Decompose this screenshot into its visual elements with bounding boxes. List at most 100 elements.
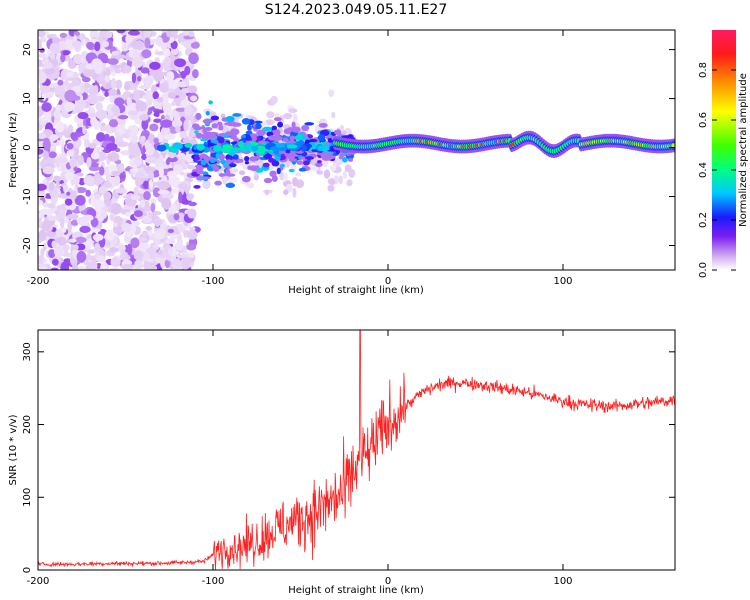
heatmap-cell [140, 135, 146, 142]
heatmap-cell [105, 199, 112, 207]
heatmap-cell [211, 123, 219, 129]
heatmap-cell [160, 93, 169, 105]
heatmap-cell [186, 243, 197, 251]
y-tick-label: 100 [22, 488, 33, 507]
heatmap-cell [202, 118, 213, 124]
heatmap-cell [59, 137, 65, 147]
heatmap-cell [55, 204, 67, 212]
heatmap-cell [38, 30, 46, 38]
heatmap-cell [167, 92, 177, 99]
heatmap-cell [256, 129, 266, 136]
heatmap-cell [109, 214, 114, 221]
heatmap-cell [38, 132, 47, 139]
heatmap-cell [134, 40, 144, 48]
x-tick-label: 0 [385, 276, 391, 287]
heatmap-cell [318, 122, 328, 128]
heatmap-cell [194, 130, 199, 134]
heatmap-cell [74, 236, 87, 244]
heatmap-cell [311, 165, 319, 172]
heatmap-cell [85, 189, 91, 197]
snr-x-ticks: -200 -100 0 100 [27, 330, 573, 587]
heatmap-cell [189, 226, 196, 232]
heatmap-cell [76, 266, 88, 270]
heatmap-cell [190, 41, 200, 49]
colorbar: 0.0 0.2 0.4 0.6 0.8 Normalized spectral ampl… [698, 30, 749, 278]
heatmap-cell [186, 193, 194, 201]
heatmap-cell [154, 229, 166, 240]
heatmap-cell [321, 155, 332, 161]
heatmap-cell [117, 141, 129, 148]
heatmap-cell [124, 129, 132, 134]
heatmap-cell [251, 135, 257, 142]
heatmap-cell [115, 79, 123, 90]
heatmap-cell [69, 157, 77, 168]
y-tick-label: 0 [22, 567, 33, 573]
heatmap-cell [88, 142, 97, 149]
heatmap-cell [53, 245, 64, 258]
heatmap-cell [82, 214, 94, 222]
heatmap-cell [64, 198, 73, 206]
heatmap-cell [142, 180, 149, 189]
heatmap-cell [145, 226, 153, 231]
heatmap-cell [338, 156, 344, 160]
heatmap-cell [127, 125, 139, 137]
heatmap-cell [163, 48, 171, 58]
heatmap-cell [57, 208, 66, 220]
heatmap-cell [64, 171, 75, 181]
heatmap-cell [60, 261, 70, 270]
heatmap-cell [66, 191, 71, 196]
heatmap-cell [59, 37, 67, 43]
heatmap-cell [133, 250, 144, 261]
heatmap-cell [59, 217, 65, 229]
heatmap-cell [86, 156, 92, 168]
heatmap-cell [184, 142, 193, 148]
heatmap-cell [298, 167, 307, 172]
heatmap-cell [257, 147, 266, 155]
heatmap-cell [167, 228, 175, 234]
heatmap-cell [91, 58, 103, 71]
heatmap-cell [146, 98, 153, 107]
heatmap-cell [292, 113, 298, 123]
heatmap-cell [153, 118, 162, 123]
heatmap-cell [241, 175, 251, 183]
heatmap-cell [91, 174, 104, 185]
heatmap-cell [142, 216, 152, 224]
heatmap-cell [161, 197, 172, 210]
heatmap-cell [126, 243, 133, 256]
heatmap-cell [193, 126, 203, 131]
heatmap-cell [220, 148, 231, 153]
heatmap-cell [104, 75, 110, 83]
heatmap-cell [153, 70, 164, 82]
heatmap-cell [48, 151, 57, 159]
heatmap-cell [74, 99, 87, 110]
heatmap-cell [335, 129, 342, 136]
heatmap-cell [129, 168, 141, 173]
heatmap-cell [147, 170, 155, 182]
heatmap-cell [53, 175, 61, 182]
spectrogram-x-label: Height of straight line (km) [288, 285, 424, 296]
spectrogram-x-ticks: -200 -100 0 100 [27, 30, 573, 287]
heatmap-cell [196, 143, 205, 151]
colorbar-tick-label: 0.0 [698, 262, 709, 278]
heatmap-cell [54, 229, 64, 238]
heatmap-cell [226, 121, 237, 127]
heatmap-cell [164, 238, 176, 244]
heatmap-cell [42, 150, 49, 161]
heatmap-cell [121, 44, 129, 52]
heatmap-cell [264, 119, 275, 126]
heatmap-cell [271, 161, 280, 167]
heatmap-cell [68, 238, 77, 243]
heatmap-marks [38, 30, 675, 270]
heatmap-cell [171, 119, 183, 128]
snr-x-label: Height of straight line (km) [288, 585, 424, 596]
heatmap-cell [174, 58, 187, 68]
heatmap-cell [132, 89, 141, 101]
heatmap-cell [105, 68, 111, 76]
heatmap-cell [137, 101, 147, 112]
heatmap-cell [157, 189, 170, 195]
heatmap-cell [41, 221, 51, 232]
x-tick-label: 100 [553, 576, 572, 587]
heatmap-cell [201, 125, 206, 130]
heatmap-cell [68, 190, 78, 200]
